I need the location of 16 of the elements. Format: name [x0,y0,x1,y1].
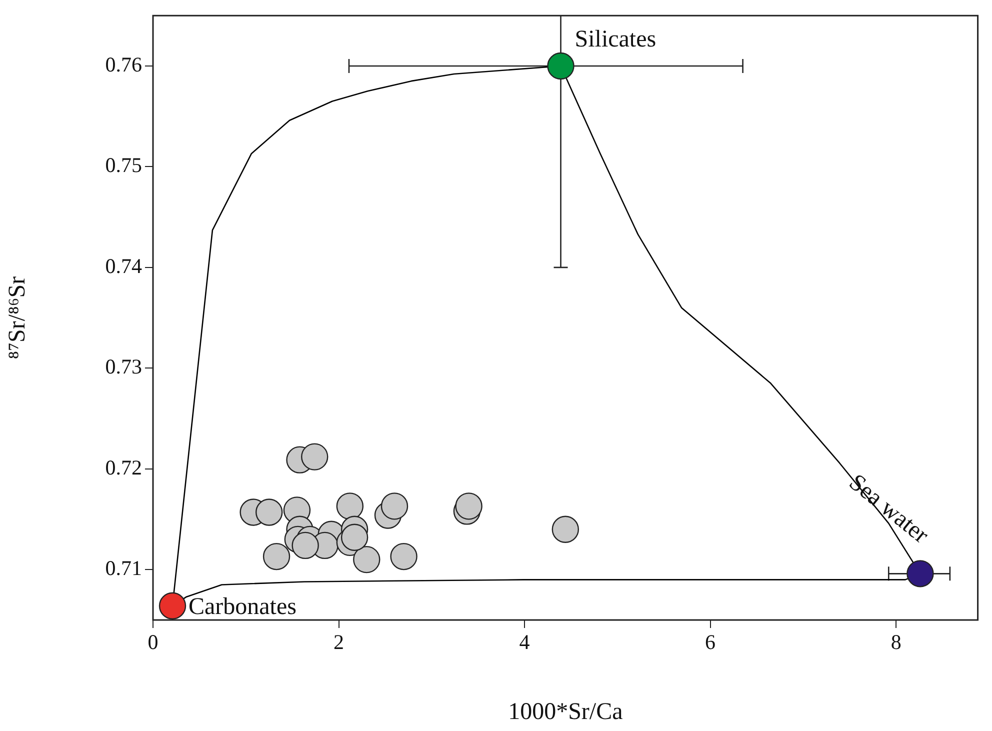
x-tick-label: 8 [890,630,902,654]
y-tick-label: 0.76 [105,52,142,76]
x-tick-label: 2 [334,630,344,654]
y-tick-label: 0.75 [105,153,142,178]
y-tick-label: 0.71 [105,556,142,580]
x-axis-title: 1000*Sr/Ca [508,698,624,725]
y-tick-label: 0.74 [105,254,142,278]
x-tick-label: 6 [705,630,716,654]
x-tick-label: 4 [519,630,530,654]
annotation: Carbonates [188,594,296,620]
y-tick-label: 0.73 [105,354,142,379]
x-tick-label: 0 [148,630,158,654]
y-tick-label: 0.72 [105,455,142,480]
annotation: Silicates [574,26,656,52]
annotation: Sea water [844,469,934,549]
y-axis-title: ⁸⁷Sr/⁸⁶Sr [4,276,31,360]
